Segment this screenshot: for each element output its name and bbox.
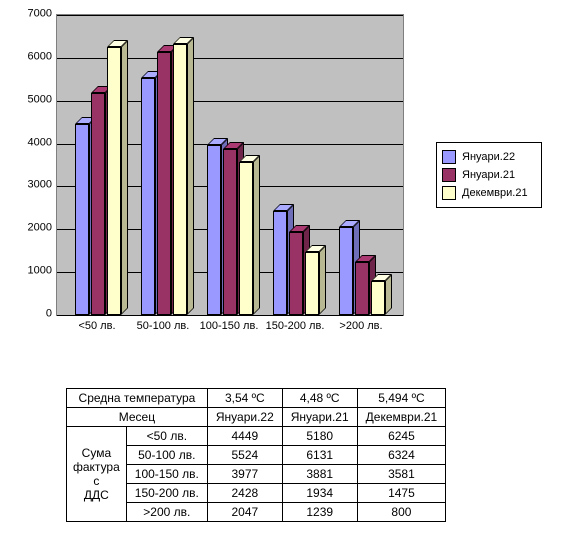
ytick-4000: 4000 [18, 137, 52, 148]
legend-swatch [442, 186, 456, 200]
month-2: Декември.21 [357, 408, 446, 427]
row-1-2: 6324 [357, 446, 446, 465]
xtick: 150-200 лв. [263, 320, 327, 332]
month-0: Януари.22 [207, 408, 282, 427]
xtick: >200 лв. [329, 320, 393, 332]
avg-temp-label: Средна температура [67, 389, 208, 408]
bar [141, 78, 155, 315]
xtick: 100-150 лв. [197, 320, 261, 332]
row-1-label: 50-100 лв. [126, 446, 207, 465]
row-2-2: 3581 [357, 465, 446, 484]
bar [239, 162, 253, 315]
bar [273, 211, 287, 315]
legend-swatch [442, 168, 456, 182]
row-0-1: 5180 [282, 427, 357, 446]
row-3-2: 1475 [357, 484, 446, 503]
legend-label: Декември.21 [462, 187, 528, 199]
ytick-5000: 5000 [18, 94, 52, 105]
legend-label: Януари.22 [462, 151, 515, 163]
side-label: СумафактурасДДС [67, 427, 127, 522]
legend-label: Януари.21 [462, 169, 515, 181]
bar [371, 281, 385, 315]
month-label: Месец [67, 408, 208, 427]
bar [91, 93, 105, 315]
temp-2: 5,494 ºC [357, 389, 446, 408]
bar [305, 252, 319, 315]
ytick-7000: 7000 [18, 9, 52, 20]
row-4-0: 2047 [207, 503, 282, 522]
temp-0: 3,54 ºC [207, 389, 282, 408]
plot-area [56, 14, 404, 316]
data-table: Средна температура 3,54 ºC 4,48 ºC 5,494… [66, 388, 446, 522]
bar [75, 124, 89, 315]
ytick-2000: 2000 [18, 223, 52, 234]
legend: Януари.22 Януари.21 Декември.21 [436, 142, 542, 208]
row-0-2: 6245 [357, 427, 446, 446]
xtick: <50 лв. [65, 320, 129, 332]
bar-chart: 0 1000 2000 3000 4000 5000 6000 7000 <50 лв.50-… [18, 6, 546, 356]
row-3-0: 2428 [207, 484, 282, 503]
bar [207, 145, 221, 315]
ytick-6000: 6000 [18, 51, 52, 62]
ytick-3000: 3000 [18, 180, 52, 191]
bar [107, 47, 121, 315]
legend-item: Януари.21 [442, 166, 536, 184]
xtick: 50-100 лв. [131, 320, 195, 332]
row-4-label: >200 лв. [126, 503, 207, 522]
temp-1: 4,48 ºC [282, 389, 357, 408]
legend-item: Декември.21 [442, 184, 536, 202]
legend-item: Януари.22 [442, 148, 536, 166]
row-2-1: 3881 [282, 465, 357, 484]
row-1-1: 6131 [282, 446, 357, 465]
row-2-0: 3977 [207, 465, 282, 484]
bar [157, 52, 171, 315]
bar [173, 44, 187, 315]
month-1: Януари.21 [282, 408, 357, 427]
ytick-1000: 1000 [18, 266, 52, 277]
row-3-label: 150-200 лв. [126, 484, 207, 503]
legend-swatch [442, 150, 456, 164]
row-0-label: <50 лв. [126, 427, 207, 446]
y-axis-ticks: 01000200030004000500060007000 [18, 14, 56, 314]
x-axis-ticks: <50 лв.50-100 лв.100-150 лв.150-200 лв.>… [56, 320, 402, 340]
row-4-1: 1239 [282, 503, 357, 522]
bar [289, 232, 303, 315]
row-3-1: 1934 [282, 484, 357, 503]
row-0-0: 4449 [207, 427, 282, 446]
row-1-0: 5524 [207, 446, 282, 465]
ytick-0: 0 [18, 309, 52, 320]
row-2-label: 100-150 лв. [126, 465, 207, 484]
bar [223, 149, 237, 315]
bar [339, 227, 353, 315]
bar [355, 262, 369, 315]
row-4-2: 800 [357, 503, 446, 522]
